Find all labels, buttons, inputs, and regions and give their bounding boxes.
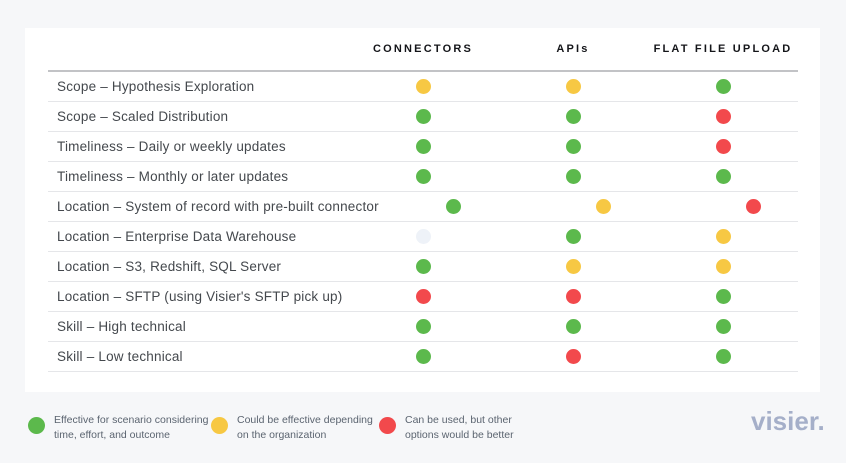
rating-cell (348, 229, 498, 244)
green-dot-icon (415, 349, 431, 364)
rating-cell (648, 169, 798, 184)
table-header-row: CONNECTORS APIs FLAT FILE UPLOAD (48, 28, 798, 72)
comparison-table-card: CONNECTORS APIs FLAT FILE UPLOAD Scope –… (25, 28, 820, 392)
comparison-table: CONNECTORS APIs FLAT FILE UPLOAD Scope –… (48, 28, 798, 372)
rating-cell (648, 79, 798, 94)
row-label: Location – S3, Redshift, SQL Server (57, 259, 282, 274)
table-body: Scope – Hypothesis Exploration Scope – Sc… (48, 72, 798, 372)
red-dot-icon (746, 199, 762, 214)
green-dot-icon (715, 79, 731, 94)
red-dot-icon (565, 349, 581, 364)
table-row: Skill – High technical (48, 312, 798, 342)
yellow-dot-icon (211, 417, 228, 434)
legend-item-could-be-effective: Could be effective depending on the orga… (211, 411, 373, 443)
green-dot-icon (415, 319, 431, 334)
rating-cell (648, 289, 798, 304)
row-label: Skill – High technical (57, 319, 186, 334)
rating-cell (348, 109, 498, 124)
rating-cell (679, 199, 829, 214)
row-label: Location – Enterprise Data Warehouse (57, 229, 297, 244)
yellow-dot-icon (596, 199, 612, 214)
rating-cell (498, 259, 648, 274)
row-label: Timeliness – Daily or weekly updates (57, 139, 286, 154)
row-label: Scope – Hypothesis Exploration (57, 79, 255, 94)
rating-cell (498, 169, 648, 184)
column-header-flat-file-upload: FLAT FILE UPLOAD (653, 43, 793, 55)
green-dot-icon (715, 169, 731, 184)
green-dot-icon (565, 169, 581, 184)
table-row: Location – S3, Redshift, SQL Server (48, 252, 798, 282)
none-dot-icon (415, 229, 431, 244)
legend-label: Can be used, but other options would be … (405, 414, 514, 441)
legend-label: Could be effective depending on the orga… (237, 414, 373, 441)
red-dot-icon (715, 109, 731, 124)
table-row: Timeliness – Monthly or later updates (48, 162, 798, 192)
green-dot-icon (565, 319, 581, 334)
column-header-connectors: CONNECTORS (372, 43, 474, 55)
rating-cell (348, 169, 498, 184)
rating-cell (348, 349, 498, 364)
table-row: Location – Enterprise Data Warehouse (48, 222, 798, 252)
green-dot-icon (28, 417, 45, 434)
rating-cell (348, 139, 498, 154)
rating-cell (648, 109, 798, 124)
yellow-dot-icon (715, 229, 731, 244)
column-header-apis: APIs (556, 43, 590, 55)
row-label: Scope – Scaled Distribution (57, 109, 229, 124)
green-dot-icon (715, 319, 731, 334)
rating-cell (379, 199, 529, 214)
green-dot-icon (415, 139, 431, 154)
table-row: Location – System of record with pre-bui… (48, 192, 798, 222)
rating-cell (648, 319, 798, 334)
green-dot-icon (415, 109, 431, 124)
legend-label: Effective for scenario considering time,… (54, 414, 209, 441)
rating-cell (498, 139, 648, 154)
green-dot-icon (415, 169, 431, 184)
rating-cell (348, 259, 498, 274)
green-dot-icon (715, 289, 731, 304)
green-dot-icon (565, 139, 581, 154)
legend-item-can-be-used: Can be used, but other options would be … (379, 411, 514, 443)
row-label: Location – System of record with pre-bui… (57, 199, 379, 214)
rating-cell (648, 349, 798, 364)
red-dot-icon (379, 417, 396, 434)
row-label: Skill – Low technical (57, 349, 183, 364)
green-dot-icon (415, 259, 431, 274)
yellow-dot-icon (565, 79, 581, 94)
legend-item-effective: Effective for scenario considering time,… (28, 411, 208, 443)
rating-cell (498, 229, 648, 244)
green-dot-icon (565, 109, 581, 124)
rating-cell (348, 319, 498, 334)
rating-cell (648, 139, 798, 154)
legend: Effective for scenario considering time,… (0, 411, 846, 451)
green-dot-icon (715, 349, 731, 364)
rating-cell (498, 79, 648, 94)
red-dot-icon (415, 289, 431, 304)
rating-cell (498, 289, 648, 304)
rating-cell (529, 199, 679, 214)
rating-cell (648, 229, 798, 244)
rating-cell (498, 349, 648, 364)
rating-cell (498, 319, 648, 334)
yellow-dot-icon (715, 259, 731, 274)
table-row: Timeliness – Daily or weekly updates (48, 132, 798, 162)
row-label: Location – SFTP (using Visier's SFTP pic… (57, 289, 343, 304)
green-dot-icon (565, 229, 581, 244)
yellow-dot-icon (565, 259, 581, 274)
rating-cell (648, 259, 798, 274)
red-dot-icon (715, 139, 731, 154)
green-dot-icon (446, 199, 462, 214)
rating-cell (498, 109, 648, 124)
rating-cell (348, 289, 498, 304)
row-label: Timeliness – Monthly or later updates (57, 169, 289, 184)
yellow-dot-icon (415, 79, 431, 94)
rating-cell (348, 79, 498, 94)
visier-logo: visier. (751, 406, 825, 436)
table-row: Location – SFTP (using Visier's SFTP pic… (48, 282, 798, 312)
table-row: Scope – Hypothesis Exploration (48, 72, 798, 102)
table-row: Skill – Low technical (48, 342, 798, 372)
red-dot-icon (565, 289, 581, 304)
table-row: Scope – Scaled Distribution (48, 102, 798, 132)
